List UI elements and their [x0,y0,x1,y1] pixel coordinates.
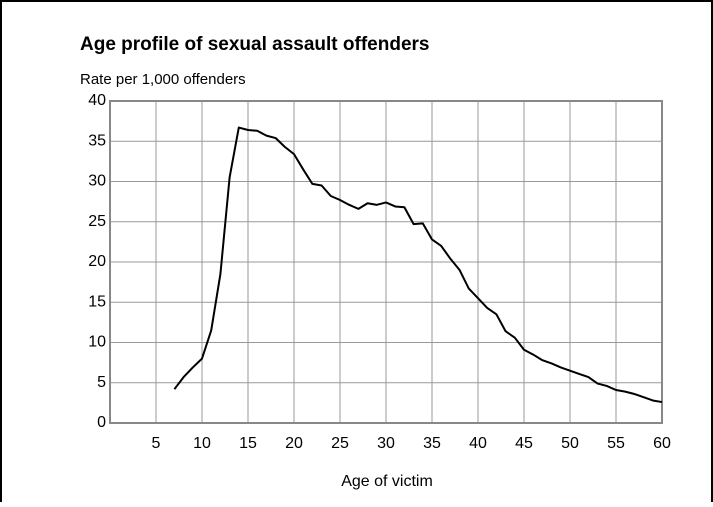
x-tick-label: 5 [152,435,161,452]
y-tick-label: 20 [88,253,106,270]
y-tick-label: 15 [88,293,106,310]
chart-subtitle: Rate per 1,000 offenders [80,71,246,88]
x-tick-label: 35 [423,435,441,452]
y-tick-label: 0 [97,414,106,431]
x-tick-label: 30 [377,435,395,452]
x-tick-label: 25 [331,435,349,452]
x-tick-label: 10 [193,435,211,452]
x-axis-label: Age of victim [341,473,433,490]
y-tick-label: 10 [88,334,106,351]
x-tick-label: 20 [285,435,303,452]
y-tick-label: 35 [88,132,106,149]
x-tick-label: 55 [607,435,625,452]
data-line [173,126,663,404]
x-tick-label: 60 [653,435,671,452]
x-tick-label: 15 [239,435,257,452]
x-tick-label: 40 [469,435,487,452]
y-tick-label: 30 [88,173,106,190]
y-tick-label: 5 [97,374,106,391]
y-tick-label: 40 [88,92,106,109]
x-tick-label: 50 [561,435,579,452]
chart-title: Age profile of sexual assault offenders [80,34,429,55]
x-tick-label: 45 [515,435,533,452]
y-tick-label: 25 [88,213,106,230]
plot-area [109,100,663,424]
